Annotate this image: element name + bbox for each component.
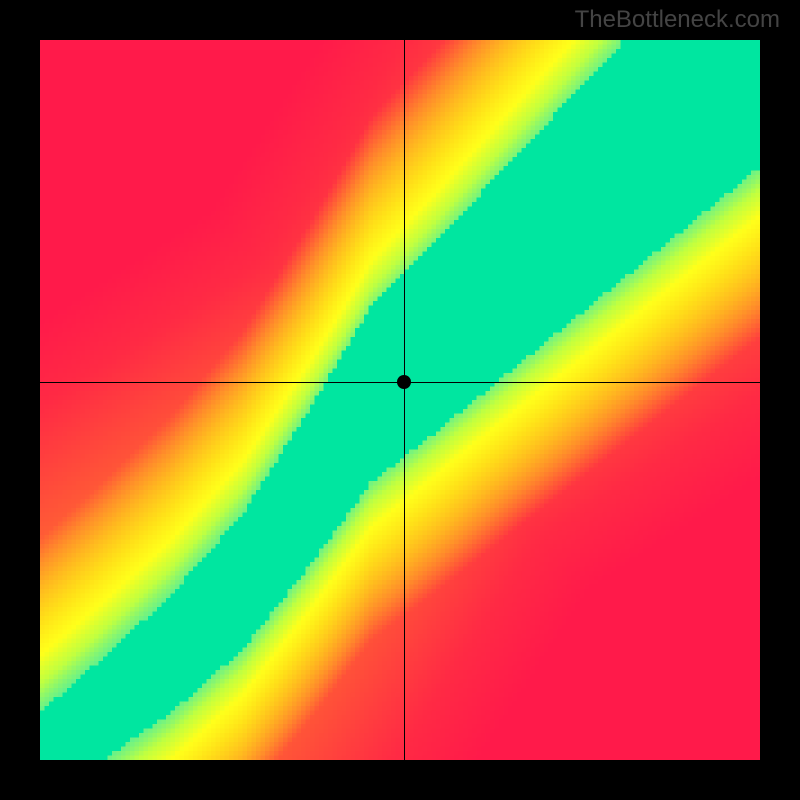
crosshair-marker — [397, 375, 411, 389]
crosshair-vertical — [404, 40, 405, 760]
heatmap-canvas — [40, 40, 760, 760]
watermark-text: TheBottleneck.com — [575, 6, 780, 34]
heatmap-plot — [40, 40, 760, 760]
